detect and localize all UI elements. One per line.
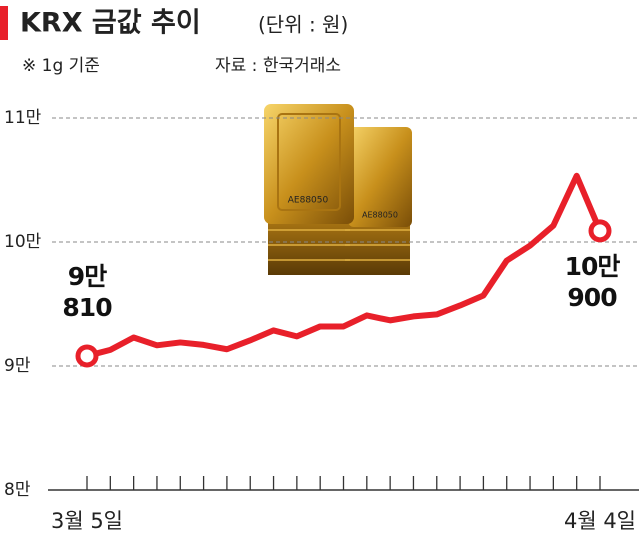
svg-text:AE88050: AE88050 [288, 196, 329, 206]
x-tick-label: 3월 5일 [51, 509, 123, 533]
title-bar [0, 6, 8, 40]
gold-bars-illustration: AE88050 AE88050 [264, 104, 412, 275]
y-tick-label: 9만 [4, 356, 31, 376]
svg-text:AE88050: AE88050 [362, 211, 398, 220]
y-tick-label: 8만 [4, 480, 31, 500]
y-tick-label: 11만 [4, 108, 42, 128]
price-line [86, 172, 603, 359]
unit: (단위 : 원) [258, 13, 348, 37]
value-label: 9만 810 [62, 261, 112, 322]
value-label: 10만 900 [564, 251, 621, 312]
y-tick-label: 10만 [4, 232, 42, 252]
point-marker [588, 219, 612, 243]
source: 자료 : 한국거래소 [215, 56, 341, 76]
chart-title: KRX 금값 추이 [20, 8, 201, 39]
x-tick-label: 4월 4일 [564, 509, 636, 533]
subtitle: ※ 1g 기준 [22, 56, 100, 76]
point-marker [75, 344, 99, 368]
